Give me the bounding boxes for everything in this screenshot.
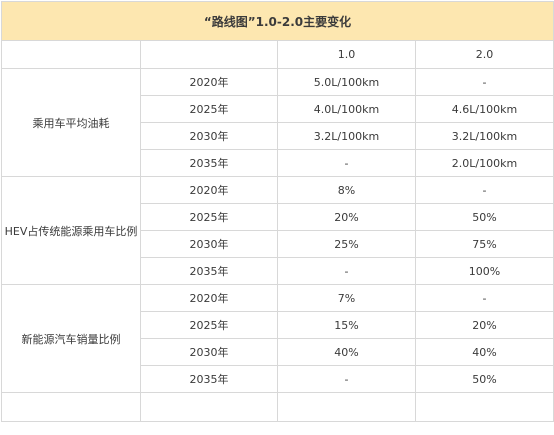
group-label-nev-sales-share: 新能源汽车销量比例 [1,284,141,393]
table-row: 新能源汽车销量比例 2020年 7% - [1,284,554,393]
year-cell: 2025年 [140,203,278,231]
value-cell-1: - [277,257,416,285]
table-row: 2035年 - 2.0L/100km [2,149,554,177]
year-cell: 2030年 [140,122,278,150]
value-cell-2: 3.2L/100km [414,122,554,150]
column-header-version-1: 1.0 [277,40,416,69]
year-cell: 2025年 [140,311,278,339]
empty-row [1,392,554,422]
value-cell-1: 8% [277,176,416,204]
value-cell-1: 5.0L/100km [277,68,416,96]
table-row: 2025年 4.0L/100km 4.6L/100km [2,95,554,123]
value-cell-1: 40% [277,338,416,366]
table-title: “路线图”1.0-2.0主要变化 [0,1,554,41]
value-cell-2: 2.0L/100km [414,149,554,177]
value-cell-1: 4.0L/100km [277,95,416,123]
empty-cell [414,392,554,422]
value-cell-1: - [277,149,416,177]
table-row: 2030年 3.2L/100km 3.2L/100km [2,122,554,150]
value-cell-2: - [414,176,554,204]
value-cell-1: 7% [277,284,416,312]
value-cell-1: 25% [277,230,416,258]
empty-cell [1,392,141,422]
column-header-year [140,40,278,69]
year-cell: 2030年 [140,338,278,366]
empty-cell [277,392,416,422]
value-cell-2: - [414,284,554,312]
value-cell-2: 75% [414,230,554,258]
table-row: HEV占传统能源乘用车比例 2020年 8% - [1,176,554,285]
empty-cell [140,392,278,422]
table-row: 2025年 20% 50% [2,203,554,231]
table-row: 2035年 - 100% [2,257,554,285]
table-row: 2030年 40% 40% [2,338,554,366]
year-cell: 2035年 [140,365,278,393]
year-cell: 2035年 [140,257,278,285]
column-header-category [1,40,141,69]
value-cell-2: 4.6L/100km [414,95,554,123]
table-row: 乘用车平均油耗 2020年 5.0L/100km - [1,68,554,177]
value-cell-1: 15% [277,311,416,339]
year-cell: 2030年 [140,230,278,258]
value-cell-2: - [414,68,554,96]
value-cell-1: 3.2L/100km [277,122,416,150]
group-label-fuel-consumption: 乘用车平均油耗 [1,68,141,177]
value-cell-2: 40% [414,338,554,366]
value-cell-1: 20% [277,203,416,231]
group-label-hev-share: HEV占传统能源乘用车比例 [1,176,141,285]
value-cell-2: 50% [414,203,554,231]
value-cell-1: - [277,365,416,393]
value-cell-2: 20% [414,311,554,339]
value-cell-2: 50% [414,365,554,393]
column-header-version-2: 2.0 [414,40,554,69]
year-cell: 2020年 [140,284,278,312]
value-cell-2: 100% [414,257,554,285]
roadmap-comparison-table: “路线图”1.0-2.0主要变化 1.0 2.0 乘用车平均油耗 2020年 5… [0,1,554,422]
year-cell: 2020年 [140,176,278,204]
year-cell: 2020年 [140,68,278,96]
table-row: 2025年 15% 20% [2,311,554,339]
year-cell: 2035年 [140,149,278,177]
year-cell: 2025年 [140,95,278,123]
